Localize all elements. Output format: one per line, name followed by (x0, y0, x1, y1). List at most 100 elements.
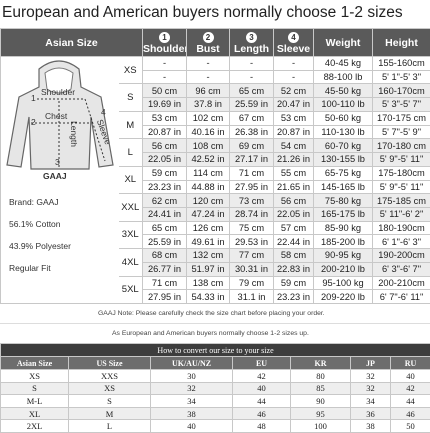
value-cell: 200-210 lb (314, 262, 373, 276)
value-cell: 95 (291, 407, 351, 420)
value-cell: 130-155 lb (314, 153, 373, 167)
value-cell: 34 (151, 395, 233, 408)
value-cell: M-L (1, 395, 69, 408)
value-cell: 19.69 in (143, 98, 187, 112)
value-cell: 23.23 in (143, 180, 187, 194)
value-cell: 90 (291, 395, 351, 408)
value-cell: 22.44 in (274, 235, 314, 249)
value-cell: 120 cm (187, 194, 230, 208)
value-cell: 42 (391, 382, 430, 395)
value-cell: 200-210cm (373, 276, 430, 290)
product-info: Brand: GAAJ (9, 197, 59, 207)
value-cell: 71 cm (230, 166, 274, 180)
value-cell: 145-165 lb (314, 180, 373, 194)
num-4: 4 (101, 107, 106, 117)
subtitle: European and American buyers normally ch… (2, 4, 403, 22)
value-cell: 138 cm (187, 276, 230, 290)
header-cell: Asian Size (1, 357, 69, 370)
value-cell: 46 (391, 407, 430, 420)
size-label: L (119, 139, 143, 166)
value-cell: M (69, 407, 151, 420)
value-cell: 175-185 cm (373, 194, 430, 208)
convert-title: How to convert our size to your size (1, 344, 430, 357)
value-cell: 5' 3"-5' 7" (373, 98, 430, 112)
value-cell: 48 (233, 420, 291, 433)
value-cell: 36 (351, 407, 391, 420)
value-cell: 46 (233, 407, 291, 420)
value-cell: 51.97 in (187, 262, 230, 276)
value-cell: 57 cm (274, 221, 314, 235)
label-length: Length (69, 121, 79, 147)
value-cell: XS (69, 382, 151, 395)
value-cell: 77 cm (230, 249, 274, 263)
value-cell: 90-95 kg (314, 249, 373, 263)
value-cell: 185-200 lb (314, 235, 373, 249)
logo: GAAJ (43, 171, 67, 181)
value-cell: 5' 7"-5' 9" (373, 125, 430, 139)
value-cell: 65-75 kg (314, 166, 373, 180)
illustration: Shoulder Chest Length Sleeve 1 2 3 4 GAA… (1, 57, 119, 303)
value-cell: 56 cm (143, 139, 187, 153)
value-cell: 31.1 in (230, 290, 274, 304)
size-label: S (119, 84, 143, 111)
header-cell: EU (233, 357, 291, 370)
value-cell: - (187, 57, 230, 71)
value-cell: 42 (233, 370, 291, 383)
value-cell: 50 (391, 420, 430, 433)
header-label: Height (385, 37, 418, 49)
value-cell: 20.87 in (143, 125, 187, 139)
value-cell: 68 cm (143, 249, 187, 263)
value-cell: 56 cm (274, 194, 314, 208)
header-number: 3 (246, 32, 257, 43)
value-cell: 38 (151, 407, 233, 420)
value-cell: 79 cm (230, 276, 274, 290)
value-cell: 28.74 in (230, 207, 274, 221)
value-cell: S (69, 395, 151, 408)
value-cell: 23.23 in (274, 290, 314, 304)
value-cell: 32 (351, 382, 391, 395)
value-cell: 95-100 kg (314, 276, 373, 290)
header-number: 1 (159, 32, 170, 43)
value-cell: 44 (233, 395, 291, 408)
value-cell: 65 cm (143, 221, 187, 235)
value-cell: 20.47 in (274, 98, 314, 112)
value-cell: 26.77 in (143, 262, 187, 276)
value-cell: 6' 1"-6' 3" (373, 235, 430, 249)
value-cell: 50 cm (143, 84, 187, 98)
value-cell: 96 cm (187, 84, 230, 98)
value-cell: 114 cm (187, 166, 230, 180)
note: GAAJ Note: Please carefully check the si… (0, 304, 430, 324)
value-cell: 30 (151, 370, 233, 383)
value-cell: 26.38 in (230, 125, 274, 139)
header-cell: RU (391, 357, 430, 370)
illustration-cell: Shoulder Chest Length Sleeve 1 2 3 4 GAA… (1, 57, 119, 304)
header-label: Length (234, 43, 269, 55)
value-cell: 6' 7"-6' 11" (373, 290, 430, 304)
value-cell: XS (1, 370, 69, 383)
value-cell: 27.95 in (143, 290, 187, 304)
value-cell: 100 (291, 420, 351, 433)
value-cell: 71 cm (143, 276, 187, 290)
value-cell: 132 cm (187, 249, 230, 263)
value-cell: 54.33 in (187, 290, 230, 304)
value-cell: 5' 9"-5' 11" (373, 153, 430, 167)
value-cell: 108 cm (187, 139, 230, 153)
size-label: XS (119, 57, 143, 84)
header-number: 2 (203, 32, 214, 43)
value-cell: 40 (391, 370, 430, 383)
value-cell: - (187, 70, 230, 84)
header-number: 4 (288, 32, 299, 43)
label-chest: Chest (45, 111, 67, 121)
value-cell: - (230, 57, 274, 71)
value-cell: 37.8 in (187, 98, 230, 112)
value-cell: 170-175 cm (373, 111, 430, 125)
header-cell: Height (373, 29, 430, 57)
value-cell: 50-60 kg (314, 111, 373, 125)
value-cell: 6' 3"-6' 7" (373, 262, 430, 276)
